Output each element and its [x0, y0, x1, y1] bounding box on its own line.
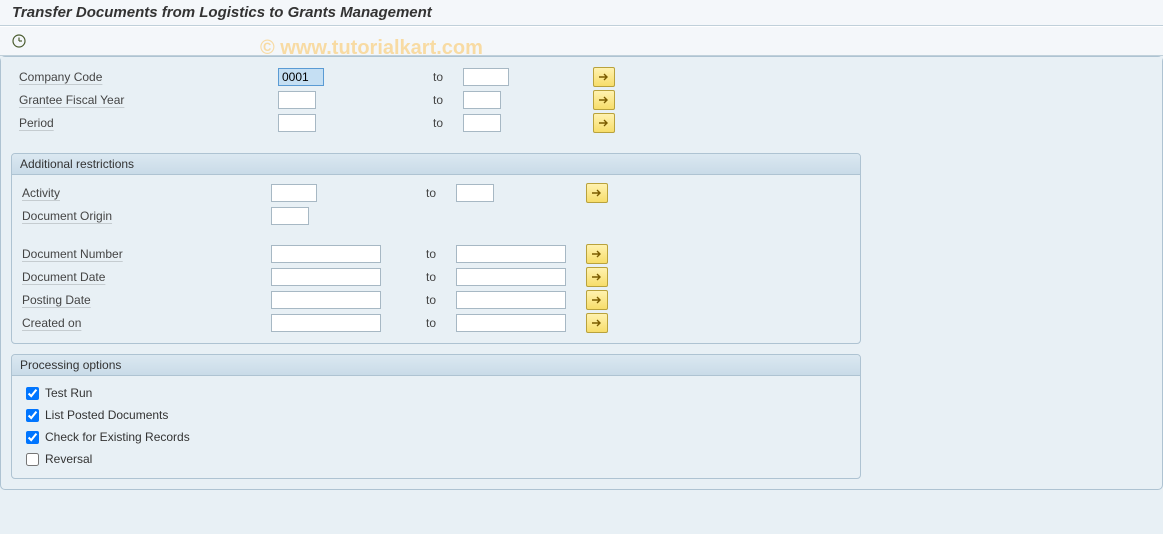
- option-reversal: Reversal: [16, 448, 856, 470]
- to-label-company-code: to: [433, 70, 463, 84]
- label-document-date: Document Date: [16, 270, 271, 284]
- to-label-grantee-fiscal-year: to: [433, 93, 463, 107]
- to-label-posting-date: to: [426, 293, 456, 307]
- input-period-from[interactable]: [278, 114, 316, 132]
- row-posting-date: Posting Date to: [16, 289, 856, 311]
- checkbox-list-posted-documents[interactable]: [26, 409, 39, 422]
- label-period: Period: [13, 116, 278, 130]
- input-company-code-from[interactable]: [278, 68, 324, 86]
- input-created-on-to[interactable]: [456, 314, 566, 332]
- option-test-run: Test Run: [16, 382, 856, 404]
- period-range-button[interactable]: [593, 113, 615, 133]
- input-created-on-from[interactable]: [271, 314, 381, 332]
- execute-icon[interactable]: [10, 32, 28, 50]
- document-number-range-button[interactable]: [586, 244, 608, 264]
- input-document-number-to[interactable]: [456, 245, 566, 263]
- created-on-range-button[interactable]: [586, 313, 608, 333]
- row-created-on: Created on to: [16, 312, 856, 334]
- input-company-code-to[interactable]: [463, 68, 509, 86]
- document-date-range-button[interactable]: [586, 267, 608, 287]
- posting-date-range-button[interactable]: [586, 290, 608, 310]
- label-company-code: Company Code: [13, 70, 278, 84]
- to-label-created-on: to: [426, 316, 456, 330]
- input-document-number-from[interactable]: [271, 245, 381, 263]
- label-posting-date: Posting Date: [16, 293, 271, 307]
- label-grantee-fiscal-year: Grantee Fiscal Year: [13, 93, 278, 107]
- row-grantee-fiscal-year: Grantee Fiscal Year to: [13, 89, 1150, 111]
- row-document-number: Document Number to: [16, 243, 856, 265]
- option-check-for-existing-records: Check for Existing Records: [16, 426, 856, 448]
- row-document-origin: Document Origin: [16, 205, 856, 227]
- basic-selection: Company Code to Grantee Fiscal Year to Per…: [1, 57, 1162, 143]
- checkbox-label-check-for-existing-records: Check for Existing Records: [45, 430, 190, 444]
- to-label-activity: to: [426, 186, 456, 200]
- page-title: Transfer Documents from Logistics to Gra…: [12, 4, 432, 21]
- label-created-on: Created on: [16, 316, 271, 330]
- row-document-date: Document Date to: [16, 266, 856, 288]
- company-code-range-button[interactable]: [593, 67, 615, 87]
- group-header-processing: Processing options: [12, 355, 860, 376]
- input-activity-from[interactable]: [271, 184, 317, 202]
- input-document-date-from[interactable]: [271, 268, 381, 286]
- group-additional: Additional restrictions Activity to Docum…: [11, 153, 861, 344]
- label-document-origin: Document Origin: [16, 209, 271, 223]
- label-activity: Activity: [16, 186, 271, 200]
- activity-range-button[interactable]: [586, 183, 608, 203]
- grantee-fiscal-year-range-button[interactable]: [593, 90, 615, 110]
- label-document-number: Document Number: [16, 247, 271, 261]
- input-activity-to[interactable]: [456, 184, 494, 202]
- checkbox-test-run[interactable]: [26, 387, 39, 400]
- input-posting-date-from[interactable]: [271, 291, 381, 309]
- checkbox-label-reversal: Reversal: [45, 452, 92, 466]
- input-posting-date-to[interactable]: [456, 291, 566, 309]
- toolbar: © www.tutorialkart.com: [0, 26, 1163, 56]
- to-label-document-number: to: [426, 247, 456, 261]
- checkbox-label-list-posted-documents: List Posted Documents: [45, 408, 168, 422]
- group-header-additional: Additional restrictions: [12, 154, 860, 175]
- group-processing: Processing options Test Run List Posted …: [11, 354, 861, 479]
- row-activity: Activity to: [16, 182, 856, 204]
- row-period: Period to: [13, 112, 1150, 134]
- to-label-period: to: [433, 116, 463, 130]
- title-bar: Transfer Documents from Logistics to Gra…: [0, 0, 1163, 26]
- input-grantee-fiscal-year-to[interactable]: [463, 91, 501, 109]
- input-grantee-fiscal-year-from[interactable]: [278, 91, 316, 109]
- input-period-to[interactable]: [463, 114, 501, 132]
- to-label-document-date: to: [426, 270, 456, 284]
- checkbox-check-for-existing-records[interactable]: [26, 431, 39, 444]
- row-company-code: Company Code to: [13, 66, 1150, 88]
- input-document-origin-from[interactable]: [271, 207, 309, 225]
- checkbox-reversal[interactable]: [26, 453, 39, 466]
- input-document-date-to[interactable]: [456, 268, 566, 286]
- option-list-posted-documents: List Posted Documents: [16, 404, 856, 426]
- checkbox-label-test-run: Test Run: [45, 386, 92, 400]
